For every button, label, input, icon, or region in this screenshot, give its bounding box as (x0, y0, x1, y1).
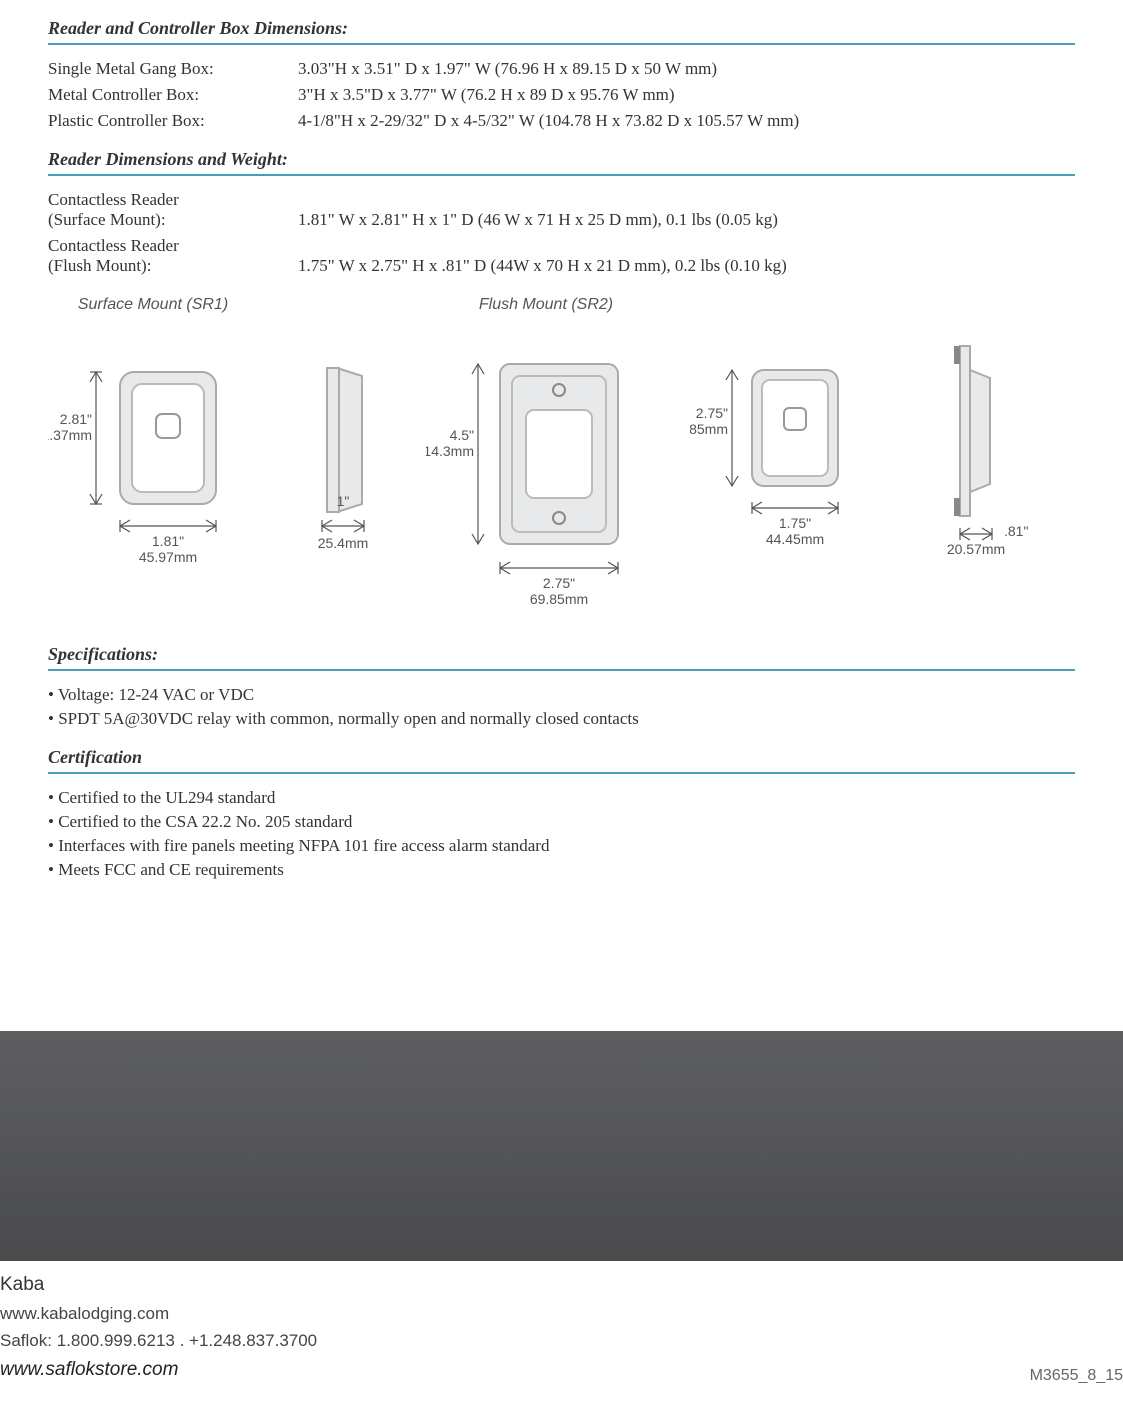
footer-store: www.saflokstore.com (0, 1355, 317, 1385)
spec-row: (Flush Mount): 1.75" W x 2.75" H x .81" … (48, 256, 1075, 276)
section-title-reader-dims: Reader Dimensions and Weight: (48, 149, 1075, 176)
diagram-title-sr2: Flush Mount (SR2) (426, 296, 666, 314)
svg-text:20.57mm: 20.57mm (947, 541, 1005, 557)
sr2-front-diagram: 2.75" 69.85mm 1.75" 44.45mm (690, 358, 880, 558)
spec-value: 1.81" W x 2.81" H x 1" D (46 W x 71 H x … (298, 210, 1075, 230)
spec-row: Metal Controller Box: 3"H x 3.5"D x 3.77… (48, 85, 1075, 105)
spec-value: 1.75" W x 2.75" H x .81" D (44W x 70 H x… (298, 256, 1075, 276)
list-item: Meets FCC and CE requirements (48, 860, 1075, 880)
svg-text:69.85mm: 69.85mm (530, 591, 588, 607)
footer-text: Kaba www.kabalodging.com Saflok: 1.800.9… (0, 1270, 317, 1385)
section-title-cert: Certification (48, 747, 1075, 774)
footer-brand: Kaba (0, 1270, 317, 1300)
cert-list: Certified to the UL294 standard Certifie… (48, 788, 1075, 880)
spec-value: 3.03"H x 3.51" D x 1.97" W (76.96 H x 89… (298, 59, 1075, 79)
svg-text:71.37mm: 71.37mm (48, 427, 92, 443)
spec-row: (Surface Mount): 1.81" W x 2.81" H x 1" … (48, 210, 1075, 230)
sr2-plate-diagram: 4.5" 114.3mm 2.75" 69.85mm (426, 354, 666, 614)
svg-text:1.75": 1.75" (779, 515, 811, 531)
footer-phone: Saflok: 1.800.999.6213 . +1.248.837.3700 (0, 1327, 317, 1354)
specs-list: Voltage: 12-24 VAC or VDC SPDT 5A@30VDC … (48, 685, 1075, 729)
spec-value (298, 236, 1075, 256)
list-item: SPDT 5A@30VDC relay with common, normall… (48, 709, 1075, 729)
svg-text:25.4mm: 25.4mm (318, 535, 369, 551)
svg-text:114.3mm: 114.3mm (426, 443, 474, 459)
spec-label: Contactless Reader (48, 190, 298, 210)
section-title-specs: Specifications: (48, 644, 1075, 671)
spec-row: Contactless Reader (48, 236, 1075, 256)
list-item: Certified to the UL294 standard (48, 788, 1075, 808)
spec-value: 4-1/8"H x 2-29/32" D x 4-5/32" W (104.78… (298, 111, 1075, 131)
svg-text:69.85mm: 69.85mm (690, 421, 728, 437)
diagram-row: Surface Mount (SR1) 2.81" 71.37mm (48, 296, 1075, 614)
svg-text:2.75": 2.75" (543, 575, 575, 591)
spec-label: (Flush Mount): (48, 256, 298, 276)
footer-band (0, 1031, 1123, 1261)
svg-text:4.5": 4.5" (450, 427, 474, 443)
sr2-side-diagram: .81" 20.57mm (904, 338, 1034, 558)
diagram-title-sr1: Surface Mount (SR1) (48, 296, 258, 314)
sr1-front-diagram: 2.81" 71.37mm 1.81" 45.97mm (48, 354, 258, 574)
spec-label: Metal Controller Box: (48, 85, 298, 105)
spec-row: Plastic Controller Box: 4-1/8"H x 2-29/3… (48, 111, 1075, 131)
footer-url: www.kabalodging.com (0, 1300, 317, 1327)
spec-value (298, 190, 1075, 210)
spec-row: Contactless Reader (48, 190, 1075, 210)
svg-text:.81": .81" (1004, 523, 1028, 539)
spec-row: Single Metal Gang Box: 3.03"H x 3.51" D … (48, 59, 1075, 79)
box-dims-list: Single Metal Gang Box: 3.03"H x 3.51" D … (48, 59, 1075, 131)
spec-value: 3"H x 3.5"D x 3.77" W (76.2 H x 89 D x 9… (298, 85, 1075, 105)
reader-dims-list: Contactless Reader (Surface Mount): 1.81… (48, 190, 1075, 276)
sr1-side-diagram: 1" 25.4mm (282, 358, 402, 558)
svg-text:2.75": 2.75" (696, 405, 728, 421)
svg-text:44.45mm: 44.45mm (766, 531, 824, 547)
svg-text:1.81": 1.81" (152, 533, 184, 549)
spec-label: Single Metal Gang Box: (48, 59, 298, 79)
list-item: Voltage: 12-24 VAC or VDC (48, 685, 1075, 705)
spec-label: (Surface Mount): (48, 210, 298, 230)
doc-code: M3655_8_15 (1030, 1367, 1123, 1385)
svg-text:45.97mm: 45.97mm (139, 549, 197, 565)
spec-label: Contactless Reader (48, 236, 298, 256)
list-item: Certified to the CSA 22.2 No. 205 standa… (48, 812, 1075, 832)
spec-label: Plastic Controller Box: (48, 111, 298, 131)
svg-text:2.81": 2.81" (60, 411, 92, 427)
list-item: Interfaces with fire panels meeting NFPA… (48, 836, 1075, 856)
svg-text:1": 1" (337, 493, 350, 509)
section-title-box-dims: Reader and Controller Box Dimensions: (48, 18, 1075, 45)
